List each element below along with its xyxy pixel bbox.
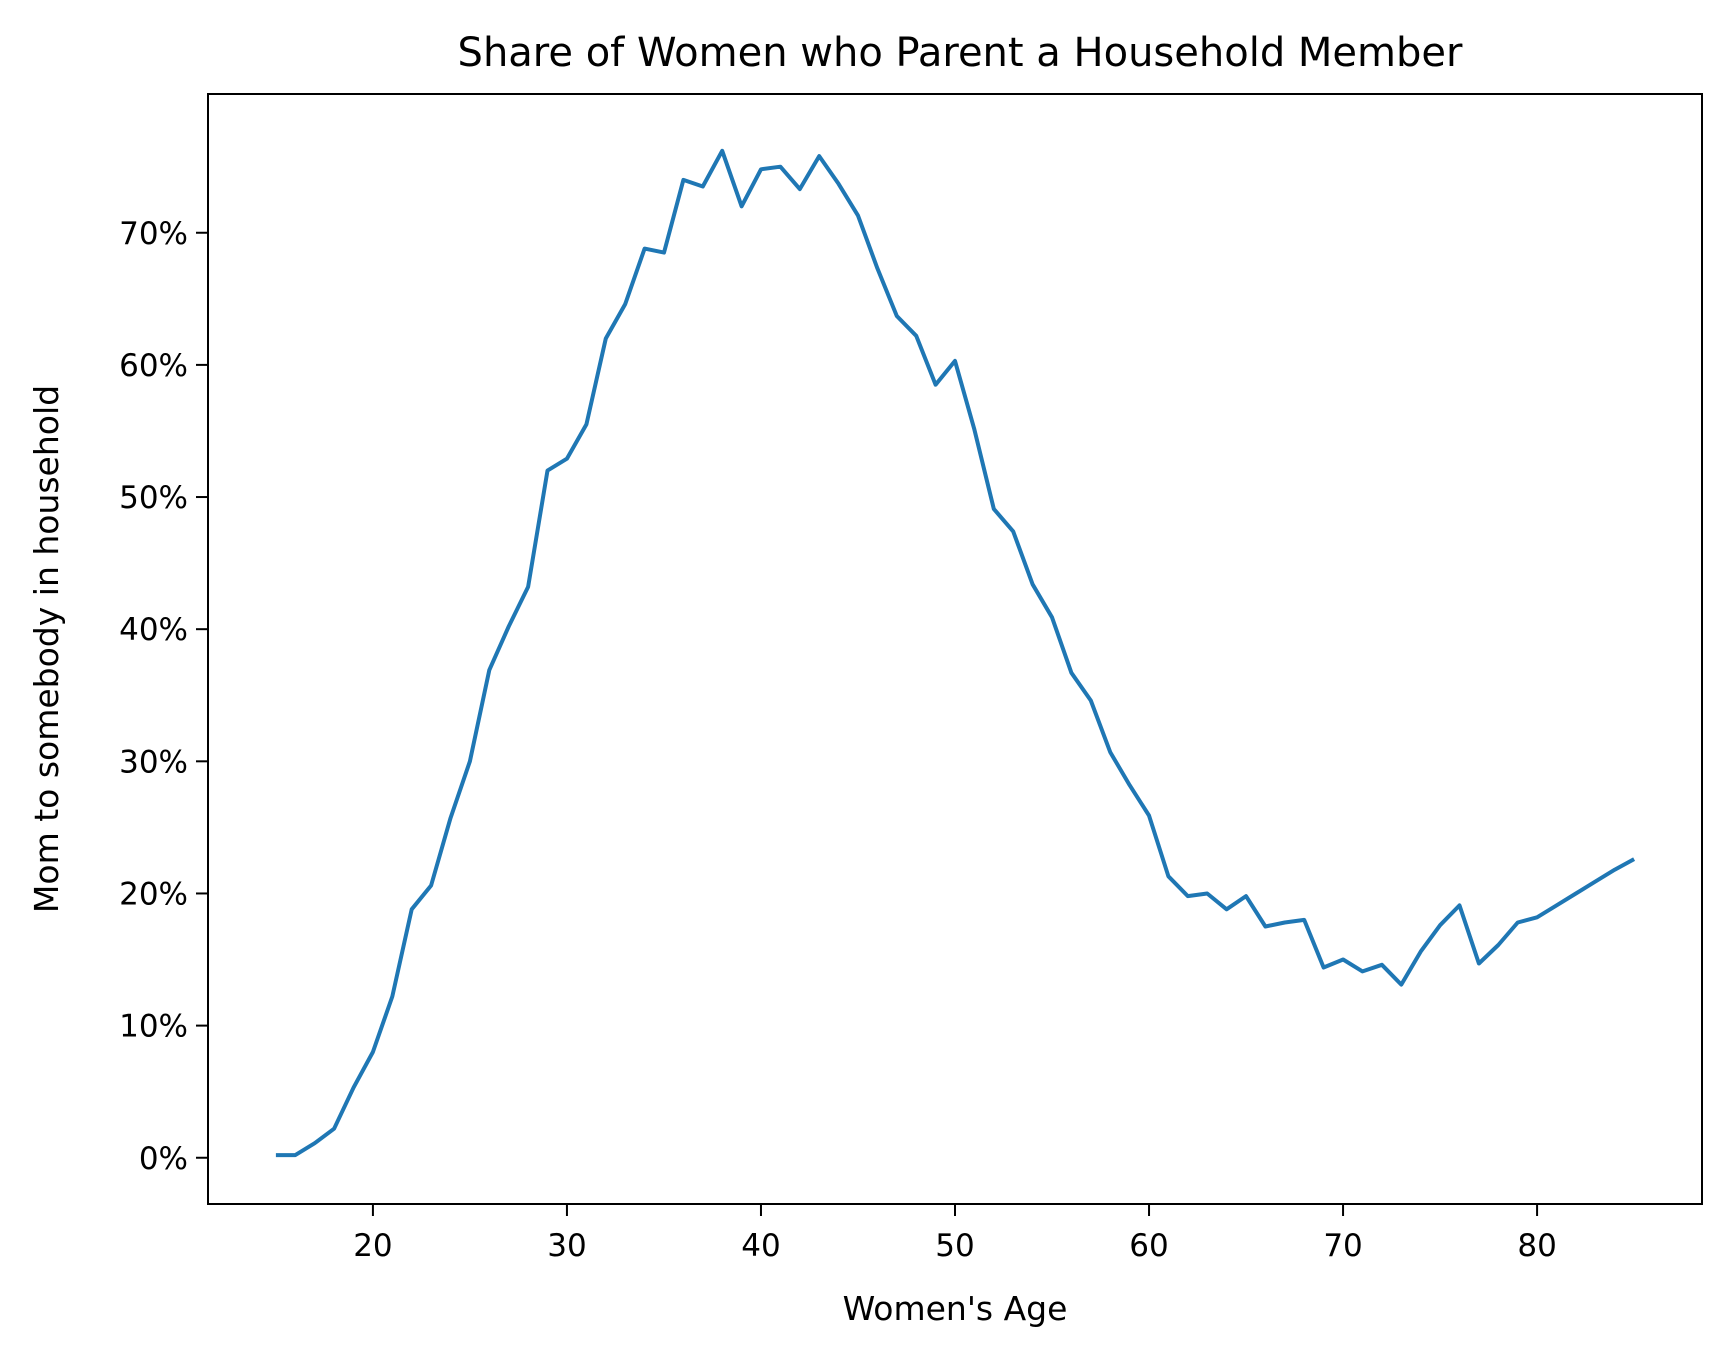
y-axis: 0% 10% 20% 30% 40% 50% 60% 70% — [119, 216, 208, 1177]
x-tick-label: 70 — [1323, 1228, 1362, 1264]
chart-title: Share of Women who Parent a Household Me… — [458, 30, 1463, 76]
y-tick-label: 40% — [119, 612, 188, 648]
y-tick-label: 10% — [119, 1009, 188, 1045]
y-tick-label: 50% — [119, 480, 188, 516]
y-tick-label: 30% — [119, 744, 188, 780]
x-tick-label: 80 — [1517, 1228, 1556, 1264]
y-tick-label: 70% — [119, 216, 188, 252]
y-tick-label: 0% — [139, 1141, 188, 1177]
x-tick-label: 40 — [741, 1228, 780, 1264]
x-tick-label: 30 — [547, 1228, 586, 1264]
series-line — [275, 148, 1636, 1158]
y-axis-label: Mom to somebody in household — [27, 385, 66, 913]
y-tick-label: 60% — [119, 348, 188, 384]
x-axis-label: Women's Age — [843, 1289, 1068, 1328]
x-tick-label: 20 — [353, 1228, 392, 1264]
y-tick-label: 20% — [119, 876, 188, 912]
plot-area-frame — [207, 93, 1703, 1205]
x-tick-label: 50 — [935, 1228, 974, 1264]
x-tick-label: 60 — [1129, 1228, 1168, 1264]
x-axis: 20 30 40 50 60 70 80 — [353, 1204, 1557, 1264]
